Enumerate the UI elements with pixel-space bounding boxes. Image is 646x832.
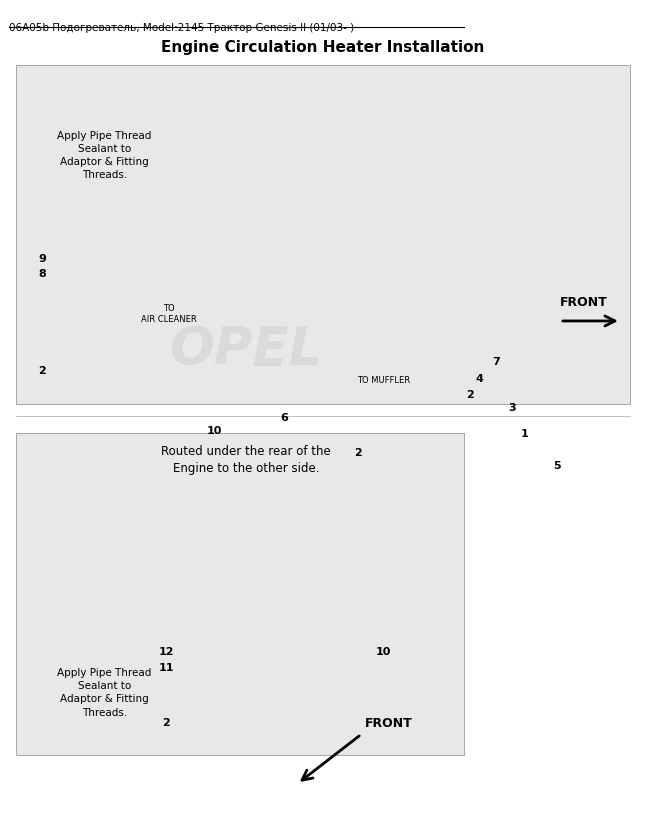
Text: 10: 10: [207, 426, 222, 436]
Text: TO
AIR CLEANER: TO AIR CLEANER: [141, 305, 197, 324]
Text: TO MUFFLER: TO MUFFLER: [357, 376, 410, 385]
Text: 2: 2: [466, 390, 474, 400]
Text: 4: 4: [476, 374, 484, 384]
Text: 12: 12: [158, 646, 174, 656]
Text: Apply Pipe Thread
Sealant to
Adaptor & Fitting
Threads.: Apply Pipe Thread Sealant to Adaptor & F…: [57, 668, 152, 718]
Text: 5: 5: [553, 461, 561, 471]
Text: 2: 2: [355, 448, 362, 458]
Text: FRONT: FRONT: [364, 717, 412, 730]
FancyBboxPatch shape: [16, 433, 464, 755]
Text: Engine Circulation Heater Installation: Engine Circulation Heater Installation: [162, 40, 484, 55]
Text: OPEL: OPEL: [170, 324, 323, 376]
Text: 8: 8: [39, 269, 47, 279]
Text: FRONT: FRONT: [560, 295, 608, 309]
Text: 2: 2: [162, 719, 170, 729]
Text: 3: 3: [508, 403, 516, 413]
Text: 1: 1: [521, 429, 528, 439]
Text: 06A05b Подогреватель, Model:2145 Трактор Genesis II (01/03- ): 06A05b Подогреватель, Model:2145 Трактор…: [9, 23, 354, 33]
Text: 11: 11: [158, 663, 174, 673]
Text: Apply Pipe Thread
Sealant to
Adaptor & Fitting
Threads.: Apply Pipe Thread Sealant to Adaptor & F…: [57, 131, 152, 181]
Text: 6: 6: [280, 414, 289, 423]
Text: 10: 10: [376, 646, 391, 656]
Text: 2: 2: [39, 365, 47, 375]
Text: 7: 7: [492, 357, 500, 367]
Text: 9: 9: [39, 254, 47, 264]
FancyBboxPatch shape: [16, 65, 630, 404]
Text: Routed under the rear of the
Engine to the other side.: Routed under the rear of the Engine to t…: [162, 445, 331, 475]
